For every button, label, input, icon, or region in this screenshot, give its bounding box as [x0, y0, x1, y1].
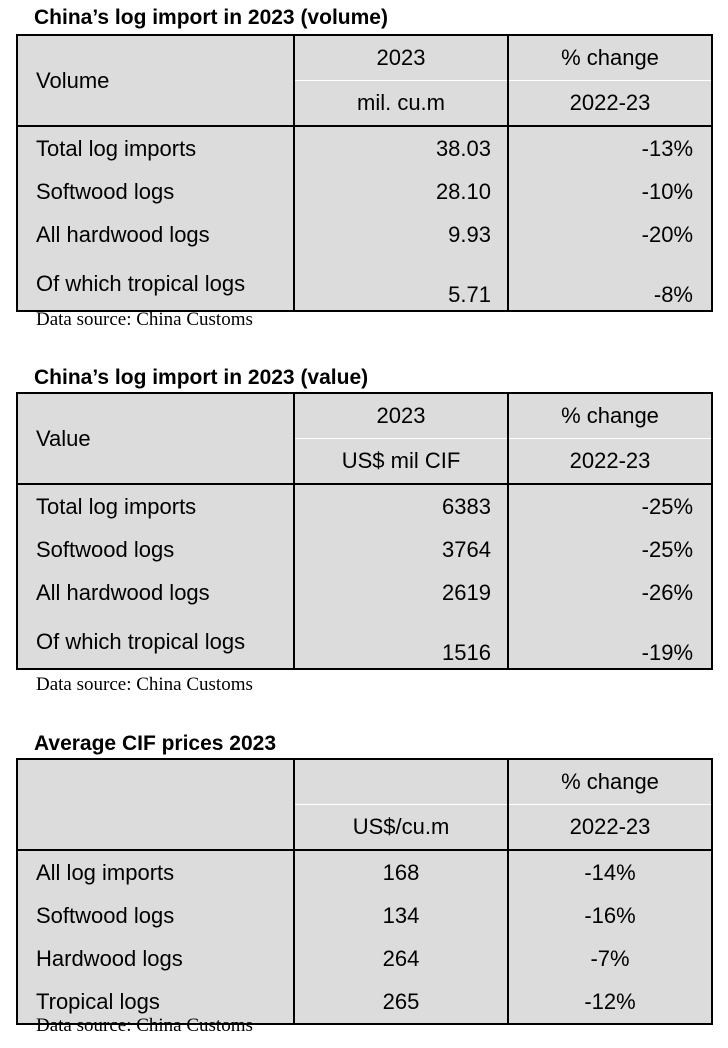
row-change: -25%: [507, 528, 713, 571]
row-label: Of which tropical logs: [16, 614, 295, 670]
table-row: Hardwood logs 264 -7%: [16, 937, 713, 980]
table-row: Total log imports 6383 -25%: [16, 483, 713, 528]
volume-col3-header: % change: [507, 34, 713, 81]
volume-col2-header: 2023: [293, 34, 509, 81]
row-change: -12%: [507, 980, 713, 1025]
row-value: 38.03: [293, 125, 509, 170]
row-label: All log imports: [16, 849, 295, 894]
row-value: 6383: [293, 483, 509, 528]
table-row: Of which tropical logs 5.71 -8%: [16, 256, 713, 312]
price-table: % change US$/cu.m 2022-23 All log import…: [16, 758, 713, 1025]
value-header-row-2: US$ mil CIF 2022-23: [17, 438, 713, 484]
row-value: 2619: [293, 571, 509, 614]
row-label: Total log imports: [16, 483, 295, 528]
volume-data-source: Data source: China Customs: [36, 309, 253, 330]
volume-header-label: Volume: [16, 34, 295, 126]
row-value: 9.93: [293, 213, 509, 256]
price-header-row-1: % change: [16, 758, 713, 850]
table-row: All hardwood logs 9.93 -20%: [16, 213, 713, 256]
value-data-source: Data source: China Customs: [36, 674, 253, 695]
value-col3-period: 2022-23: [507, 438, 713, 484]
row-change: -8%: [507, 256, 713, 312]
price-col3-header: % change: [507, 758, 713, 805]
row-label: Softwood logs: [16, 528, 295, 571]
volume-table-title: China’s log import in 2023 (volume): [34, 6, 388, 29]
value-header-label: Value: [16, 392, 295, 484]
row-change: -26%: [507, 571, 713, 614]
price-header-row-2: US$/cu.m 2022-23: [17, 804, 713, 850]
row-value: 28.10: [293, 170, 509, 213]
row-change: -16%: [507, 894, 713, 937]
table-row: Total log imports 38.03 -13%: [16, 125, 713, 170]
row-value: 265: [293, 980, 509, 1025]
table-row: Of which tropical logs 1516 -19%: [16, 614, 713, 670]
row-change: -10%: [507, 170, 713, 213]
row-value: 3764: [293, 528, 509, 571]
row-change: -14%: [507, 849, 713, 894]
table-row: Softwood logs 28.10 -10%: [16, 170, 713, 213]
value-col2-unit: US$ mil CIF: [293, 438, 509, 484]
row-change: -19%: [507, 614, 713, 670]
row-label: Tropical logs: [16, 980, 295, 1025]
volume-header-row-2: mil. cu.m 2022-23: [17, 80, 713, 126]
row-label: All hardwood logs: [16, 571, 295, 614]
volume-header-row-1: Volume 2023 % change: [16, 34, 713, 126]
table-row: All hardwood logs 2619 -26%: [16, 571, 713, 614]
row-change: -20%: [507, 213, 713, 256]
row-change: -25%: [507, 483, 713, 528]
row-label: Total log imports: [16, 125, 295, 170]
price-col3-period: 2022-23: [507, 804, 713, 850]
price-col2-unit: US$/cu.m: [293, 804, 509, 850]
row-value: 134: [293, 894, 509, 937]
table-row: Tropical logs 265 -12%: [16, 980, 713, 1025]
row-value: 264: [293, 937, 509, 980]
row-label: Hardwood logs: [16, 937, 295, 980]
value-header-row-1: Value 2023 % change: [16, 392, 713, 484]
row-value: 5.71: [293, 256, 509, 312]
table-row: Softwood logs 3764 -25%: [16, 528, 713, 571]
row-change: -7%: [507, 937, 713, 980]
volume-table: Volume 2023 % change mil. cu.m 2022-23 T…: [16, 34, 713, 312]
value-col2-header: 2023: [293, 392, 509, 439]
price-header-label: [16, 758, 295, 850]
volume-col3-period: 2022-23: [507, 80, 713, 126]
row-label: All hardwood logs: [16, 213, 295, 256]
table-row: Softwood logs 134 -16%: [16, 894, 713, 937]
price-data-source: Data source: China Customs: [36, 1015, 253, 1036]
price-table-title: Average CIF prices 2023: [34, 732, 277, 755]
table-row: All log imports 168 -14%: [16, 849, 713, 894]
row-label: Softwood logs: [16, 894, 295, 937]
value-col3-header: % change: [507, 392, 713, 439]
row-label: Softwood logs: [16, 170, 295, 213]
price-col2-header: [293, 758, 509, 805]
row-value: 1516: [293, 614, 509, 670]
row-label: Of which tropical logs: [16, 256, 295, 312]
value-table: Value 2023 % change US$ mil CIF 2022-23 …: [16, 392, 713, 670]
value-table-title: China’s log import in 2023 (value): [34, 366, 369, 389]
volume-col2-unit: mil. cu.m: [293, 80, 509, 126]
row-change: -13%: [507, 125, 713, 170]
row-value: 168: [293, 849, 509, 894]
